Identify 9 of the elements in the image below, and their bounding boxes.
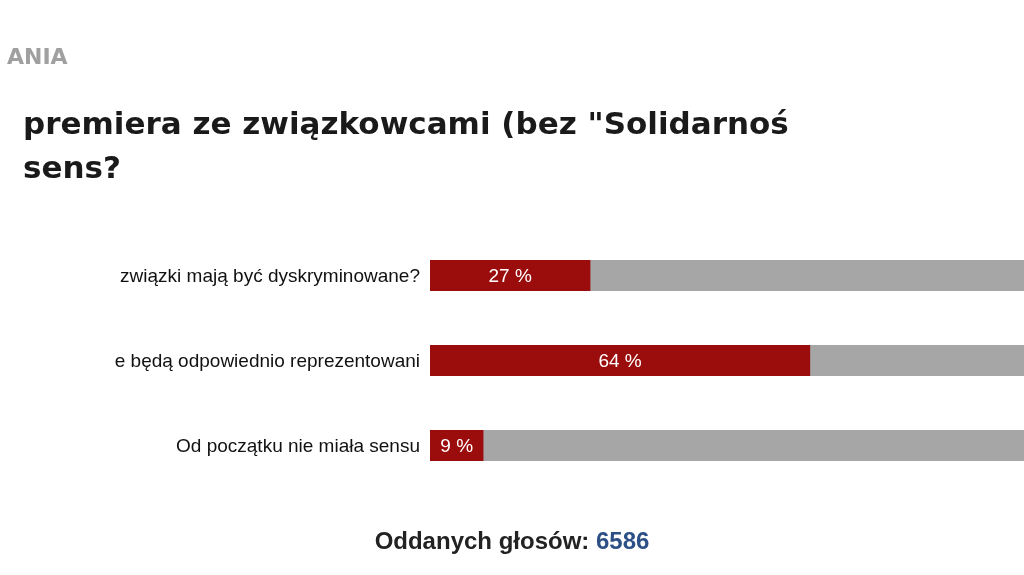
y-tick-label: Od początku nie miała sensu (176, 435, 420, 456)
y-tick-label: związki mają być dyskryminowane? (120, 265, 420, 286)
data-label: 27 % (488, 265, 532, 286)
y-tick-label: e będą odpowiednio reprezentowani (114, 350, 420, 371)
chart-title: premiera ze związkowcami (bez "Solidarnoś sens? (23, 105, 789, 185)
data-label: 9 % (440, 435, 474, 456)
data-label: 64 % (598, 350, 642, 371)
text: Oddanych głosów: 6586 (374, 526, 650, 554)
text: ANIA (7, 43, 68, 69)
